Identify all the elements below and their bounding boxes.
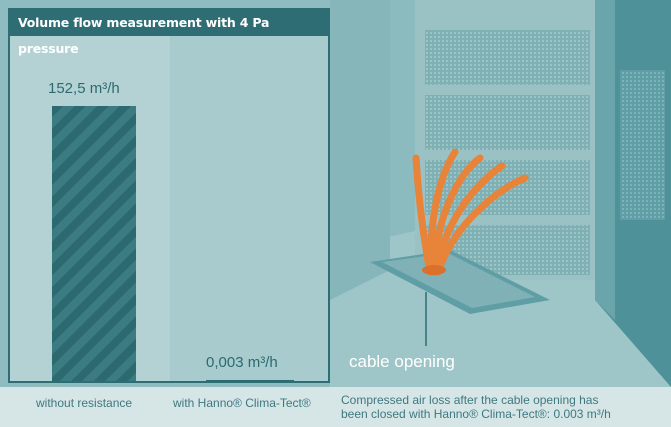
bar-without-resistance: [52, 105, 136, 381]
chart-panel: Volume flow measurement with 4 Pa pressu…: [8, 8, 330, 383]
caption-description-line1: Compressed air loss after the cable open…: [341, 393, 599, 407]
caption-without-resistance: without resistance: [36, 396, 133, 410]
caption-with-product: with Hanno® Clima-Tect®: [173, 396, 311, 410]
chart-title: Volume flow measurement with 4 Pa pressu…: [10, 10, 328, 56]
caption-description-line2: been closed with Hanno® Clima-Tect®: 0.0…: [341, 407, 611, 421]
illustration-panel: Volume flow measurement with 4 Pa pressu…: [0, 0, 671, 387]
cables-icon: [412, 148, 529, 276]
mesh-panel: [425, 95, 590, 150]
mesh-panel: [425, 30, 590, 85]
bar-value-label: 0,003 m³/h: [206, 354, 278, 371]
column-with-product: [172, 36, 328, 381]
bar-value-label: 152,5 m³/h: [48, 79, 120, 97]
cable-opening-illustration: [330, 0, 671, 387]
mesh-panel: [620, 70, 665, 220]
cable-opening-label: cable opening: [349, 352, 455, 371]
bar-area: 152,5 m³/h 0,003 m³/h: [10, 36, 328, 381]
bar-with-product: [206, 380, 294, 381]
caption-description: Compressed air loss after the cable open…: [341, 393, 671, 421]
